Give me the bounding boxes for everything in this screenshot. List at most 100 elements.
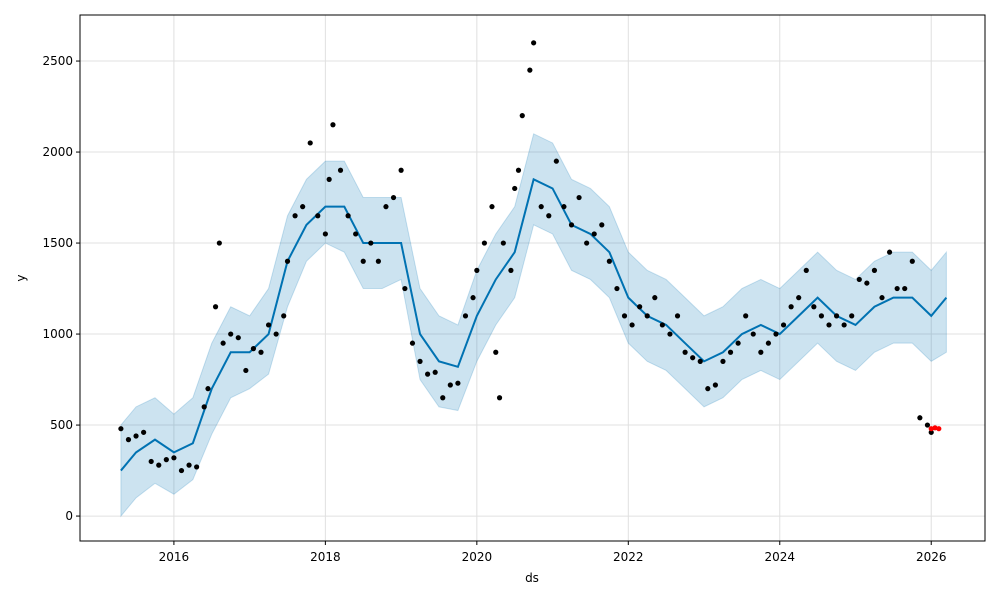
observed-point — [841, 322, 847, 328]
observed-point — [644, 313, 650, 319]
observed-point — [330, 122, 336, 128]
observed-point — [856, 276, 862, 283]
plot-frame — [79, 14, 986, 542]
observed-point — [909, 258, 915, 264]
observed-point — [118, 426, 124, 432]
observed-point — [864, 280, 870, 286]
observed-point — [171, 455, 177, 461]
observed-point — [440, 395, 446, 401]
observed-point — [871, 267, 878, 273]
observed-point — [148, 458, 154, 465]
observed-point — [599, 222, 605, 228]
observed-point — [519, 113, 525, 119]
observed-point — [780, 322, 787, 328]
observed-point — [481, 240, 488, 246]
x-tick-label: 2024 — [764, 550, 795, 564]
observed-point — [326, 176, 332, 182]
observed-point — [409, 340, 416, 346]
observed-point — [849, 313, 855, 319]
observed-point — [758, 349, 764, 355]
y-tick-label: 0 — [65, 509, 73, 523]
observed-point — [300, 204, 306, 210]
observed-point — [902, 285, 908, 292]
observed-point — [462, 313, 469, 319]
y-tick-label: 1500 — [42, 236, 73, 250]
observed-point — [390, 194, 397, 201]
observed-point — [811, 304, 817, 310]
observed-point — [375, 258, 381, 264]
observed-point — [546, 213, 552, 219]
observed-point — [322, 231, 328, 237]
observed-point — [368, 240, 374, 246]
observed-point — [637, 304, 643, 310]
y-axis-label: y — [14, 274, 28, 281]
observed-point — [201, 404, 207, 410]
y-tick-label: 1000 — [42, 327, 73, 341]
observed-point — [803, 267, 809, 273]
observed-point — [125, 437, 132, 443]
observed-point — [743, 313, 749, 319]
observed-point — [606, 258, 612, 264]
observed-point — [500, 240, 506, 246]
observed-point — [527, 67, 533, 73]
observed-point — [265, 322, 272, 328]
observed-point — [353, 231, 359, 237]
observed-point — [508, 267, 514, 273]
observed-point — [212, 304, 219, 310]
x-tick-label: 2022 — [613, 550, 644, 564]
observed-point — [652, 295, 658, 301]
observed-point — [886, 249, 893, 255]
observed-point — [337, 167, 344, 173]
observed-point — [402, 285, 408, 292]
observed-point — [489, 204, 495, 210]
observed-point — [629, 322, 635, 328]
observed-point — [315, 213, 321, 219]
observed-point — [205, 386, 211, 392]
observed-point — [917, 415, 923, 421]
observed-point — [826, 322, 832, 328]
observed-point — [398, 167, 404, 173]
observed-point — [773, 331, 779, 337]
observed-point — [258, 349, 264, 355]
observed-point — [228, 331, 234, 337]
observed-point — [697, 358, 703, 364]
observed-point — [765, 340, 772, 346]
forecast-line — [120, 177, 948, 472]
observed-point — [474, 267, 480, 273]
x-tick-label: 2016 — [159, 550, 190, 564]
observed-point — [455, 380, 461, 386]
y-tick-label: 2500 — [42, 54, 73, 68]
observed-point — [553, 158, 559, 164]
observed-point — [894, 285, 900, 292]
observed-point — [156, 462, 162, 468]
observed-point — [690, 355, 696, 361]
observed-point — [682, 349, 688, 355]
observed-point — [727, 349, 734, 355]
observed-point — [879, 295, 885, 301]
y-tick-label: 2000 — [42, 145, 73, 159]
observed-point — [659, 322, 665, 328]
observed-point — [720, 358, 726, 364]
observed-point — [216, 240, 222, 246]
observed-point — [470, 295, 476, 301]
new-point — [936, 426, 942, 432]
observed-point — [928, 429, 934, 435]
observed-point — [561, 204, 567, 210]
observed-point — [818, 313, 825, 319]
x-tick-label: 2026 — [916, 550, 947, 564]
observed-point — [235, 335, 241, 341]
observed-point — [243, 367, 249, 374]
uncertainty-band — [120, 133, 947, 518]
observed-point — [584, 240, 590, 246]
x-tick-label: 2018 — [310, 550, 341, 564]
observed-point — [133, 433, 139, 439]
observed-point — [417, 358, 423, 364]
observed-point — [425, 371, 431, 377]
observed-point — [515, 167, 522, 173]
observed-point — [735, 340, 741, 346]
observed-point — [576, 194, 582, 201]
observed-point — [493, 349, 499, 355]
observed-point — [667, 331, 673, 337]
observed-point — [163, 457, 169, 463]
